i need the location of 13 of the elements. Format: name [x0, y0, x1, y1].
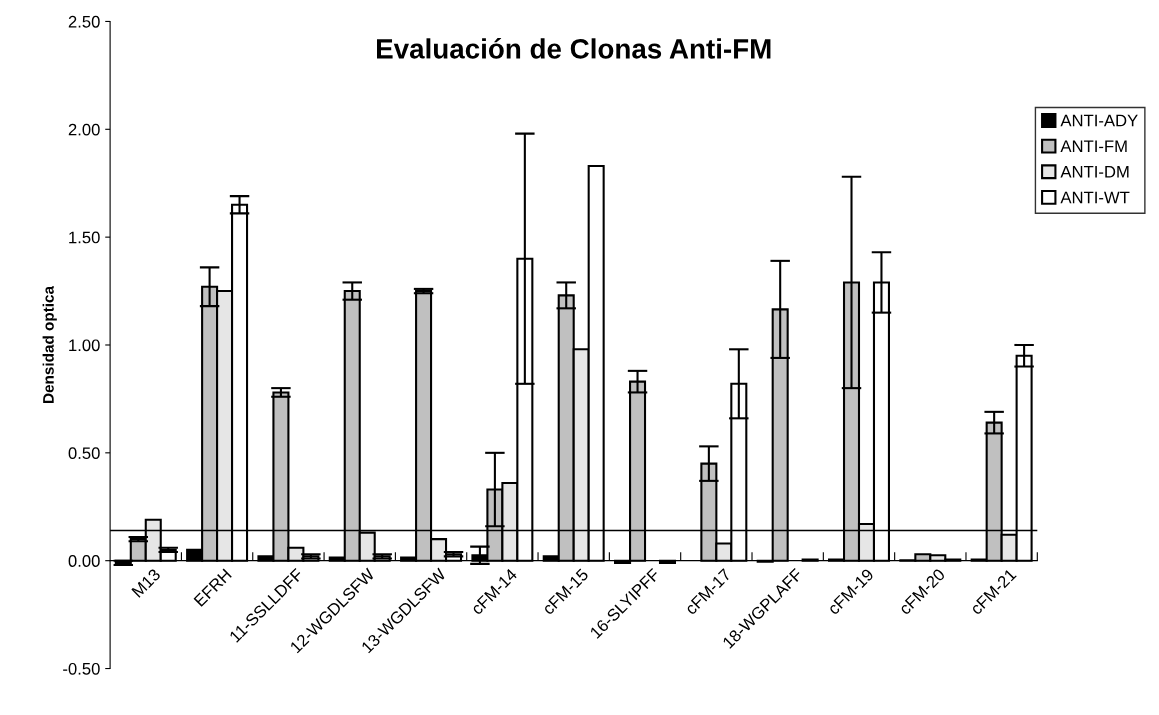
y-tick-label: 0.50 [68, 447, 100, 460]
y-tick-label: 0.00 [68, 555, 100, 567]
y-tick-label: 1.50 [69, 231, 100, 244]
y-tick-label: -0.50 [63, 662, 100, 675]
legend-label: ANTI-ADY [1060, 114, 1138, 127]
y-tick-label: 2.00 [68, 123, 100, 136]
legend-label: ANTI-DM [1060, 166, 1129, 178]
y-tick-label: 1.00 [69, 339, 100, 352]
legend-label: ANTI-FM [1060, 140, 1127, 152]
y-axis-title: Densidad optica [42, 285, 57, 403]
legend-label: ANTI-WT [1060, 191, 1130, 204]
y-tick-label: 2.50 [68, 15, 100, 28]
chart-title: Evaluación de Clonas Anti-FM [377, 38, 771, 59]
